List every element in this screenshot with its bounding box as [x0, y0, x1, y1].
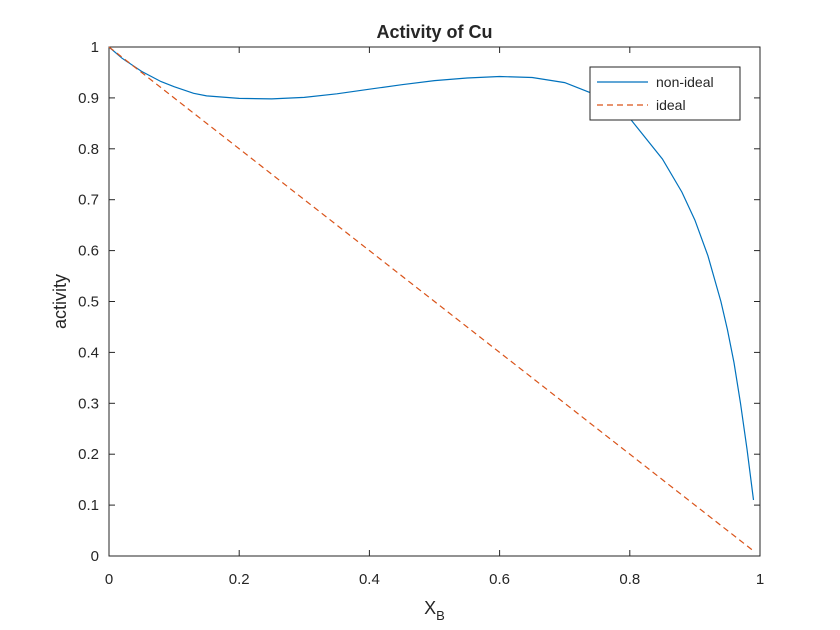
- y-tick-label: 0.8: [78, 141, 99, 158]
- series-line-ideal: [108, 46, 754, 552]
- x-axis-title-subscript: B: [436, 608, 445, 623]
- x-tick-label: 0.4: [359, 571, 380, 588]
- y-axis-title: activity: [50, 274, 70, 329]
- chart-title: Activity of Cu: [376, 22, 492, 42]
- x-tick-label: 0.2: [229, 571, 250, 588]
- legend-label-non-ideal: non-ideal: [656, 74, 714, 90]
- y-tick-label: 0: [91, 548, 99, 565]
- y-tick-label: 0.4: [78, 344, 99, 361]
- y-tick-label: 0.1: [78, 497, 99, 514]
- y-axis: 0 0.1 0.2 0.3 0.4 0.5 0.6 0.7 0.8 0.9 1: [78, 39, 760, 565]
- series-line-non-ideal: [108, 46, 755, 501]
- series-layer: [108, 46, 755, 552]
- y-tick-label: 0.2: [78, 446, 99, 463]
- y-tick-label: 0.5: [78, 294, 99, 311]
- y-tick-label: 0.7: [78, 192, 99, 209]
- x-axis: 0 0.2 0.4 0.6 0.8 1: [105, 47, 764, 588]
- y-tick-label: 1: [91, 39, 99, 56]
- x-tick-label: 0.8: [619, 571, 640, 588]
- x-tick-label: 0.6: [489, 571, 510, 588]
- legend-label-ideal: ideal: [656, 97, 686, 113]
- legend: non-ideal ideal: [589, 66, 741, 121]
- x-axis-title-main: X: [424, 598, 436, 618]
- y-tick-label: 0.9: [78, 90, 99, 107]
- y-tick-label: 0.6: [78, 243, 99, 260]
- x-tick-label: 0: [105, 571, 113, 588]
- x-axis-title: XB: [424, 598, 445, 623]
- x-tick-label: 1: [756, 571, 764, 588]
- y-tick-label: 0.3: [78, 395, 99, 412]
- legend-box: [589, 66, 741, 121]
